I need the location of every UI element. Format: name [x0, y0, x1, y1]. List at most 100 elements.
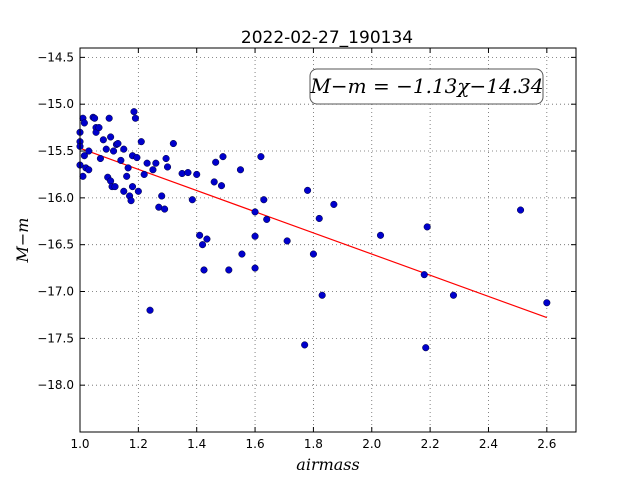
data-point	[219, 153, 227, 161]
data-point	[140, 170, 148, 178]
data-point	[178, 169, 186, 178]
data-point	[96, 154, 104, 163]
data-point	[257, 153, 265, 161]
data-point	[124, 164, 132, 172]
x-tick-label: 1.4	[187, 437, 206, 451]
data-point	[422, 344, 430, 352]
y-tick-label: −16.0	[37, 191, 74, 205]
axis-ticks	[79, 48, 576, 432]
data-point	[163, 163, 172, 171]
data-point	[212, 158, 220, 166]
data-point	[283, 237, 291, 245]
y-tick-label: −18.0	[37, 378, 74, 392]
data-point	[200, 266, 208, 274]
data-point	[95, 124, 103, 132]
plot-frame	[79, 47, 577, 433]
data-point	[137, 138, 145, 146]
data-point	[236, 166, 245, 174]
data-point	[198, 241, 207, 249]
data-point	[420, 271, 428, 279]
data-point	[330, 200, 338, 208]
data-point	[127, 197, 135, 205]
y-tick-label: −14.5	[37, 50, 74, 64]
data-point	[225, 266, 233, 274]
data-point	[105, 114, 113, 122]
data-point	[188, 196, 196, 204]
data-point	[111, 183, 119, 191]
data-point	[260, 196, 268, 204]
y-tick-labels: −14.5 −15.0 −15.5 −16.0 −16.5 −17.0 −17.5 −18.0	[37, 50, 74, 392]
y-tick-label: −15.5	[37, 144, 74, 158]
data-point	[117, 156, 125, 164]
y-tick-label: −17.5	[37, 331, 74, 345]
data-point	[85, 147, 93, 155]
data-point	[152, 159, 160, 167]
x-tick-label: 1.2	[129, 437, 148, 451]
data-point	[110, 147, 118, 155]
data-point	[238, 250, 246, 258]
data-point	[134, 187, 142, 195]
data-point	[301, 341, 309, 349]
data-point	[85, 166, 93, 174]
data-point	[162, 154, 170, 163]
data-point	[120, 145, 128, 153]
y-tick-label: −16.5	[37, 238, 74, 252]
data-point	[79, 172, 87, 180]
data-point	[309, 250, 317, 258]
data-point	[143, 159, 151, 167]
data-point	[263, 215, 271, 223]
x-axis-label: airmass	[296, 455, 359, 474]
data-point	[114, 139, 122, 148]
data-point	[217, 182, 226, 190]
x-tick-label: 2.2	[421, 437, 440, 451]
data-points	[76, 108, 551, 352]
data-point	[318, 291, 326, 299]
data-point	[123, 172, 131, 180]
x-tick-label: 2.4	[479, 437, 498, 451]
data-point	[251, 232, 259, 240]
data-point	[158, 192, 166, 200]
data-point	[210, 178, 218, 186]
x-tick-labels: 1.0 1.2 1.4 1.6 1.8 2.0 2.2 2.4 2.6	[70, 437, 556, 451]
data-point	[169, 139, 177, 148]
data-point	[149, 166, 157, 174]
y-axis-label: M−m	[13, 218, 32, 264]
data-point	[80, 152, 88, 160]
y-tick-label: −17.0	[37, 285, 74, 299]
data-point	[196, 231, 204, 239]
data-point	[120, 187, 128, 195]
annotation-text: M−m = −1.13χ−14.34	[309, 74, 543, 98]
chart-title: 2022-02-27_190134	[241, 28, 413, 48]
data-point	[423, 223, 431, 231]
data-point	[130, 108, 138, 116]
y-tick-label: −15.0	[37, 97, 74, 111]
data-point	[131, 114, 139, 122]
fit-line	[79, 147, 548, 319]
data-point	[161, 205, 169, 213]
data-point	[449, 291, 458, 299]
x-tick-label: 1.8	[304, 437, 323, 451]
data-point	[543, 299, 551, 307]
data-point	[146, 306, 154, 314]
data-point	[203, 235, 211, 243]
data-point	[315, 214, 323, 223]
x-tick-label: 2.0	[362, 437, 381, 451]
data-point	[128, 183, 137, 191]
data-point	[99, 136, 107, 144]
x-tick-label: 2.6	[537, 437, 556, 451]
data-point	[376, 231, 385, 239]
data-point	[91, 114, 99, 122]
data-point	[155, 203, 163, 211]
data-point	[193, 170, 201, 178]
x-tick-label: 1.6	[246, 437, 265, 451]
data-point	[184, 169, 192, 177]
data-point	[304, 186, 312, 194]
fit-annotation: M−m = −1.13χ−14.34	[309, 68, 544, 105]
data-point	[102, 145, 110, 153]
data-point	[107, 133, 115, 141]
data-point	[251, 264, 259, 272]
annotation-box	[309, 68, 544, 105]
data-point	[80, 119, 88, 127]
data-point	[517, 206, 525, 214]
